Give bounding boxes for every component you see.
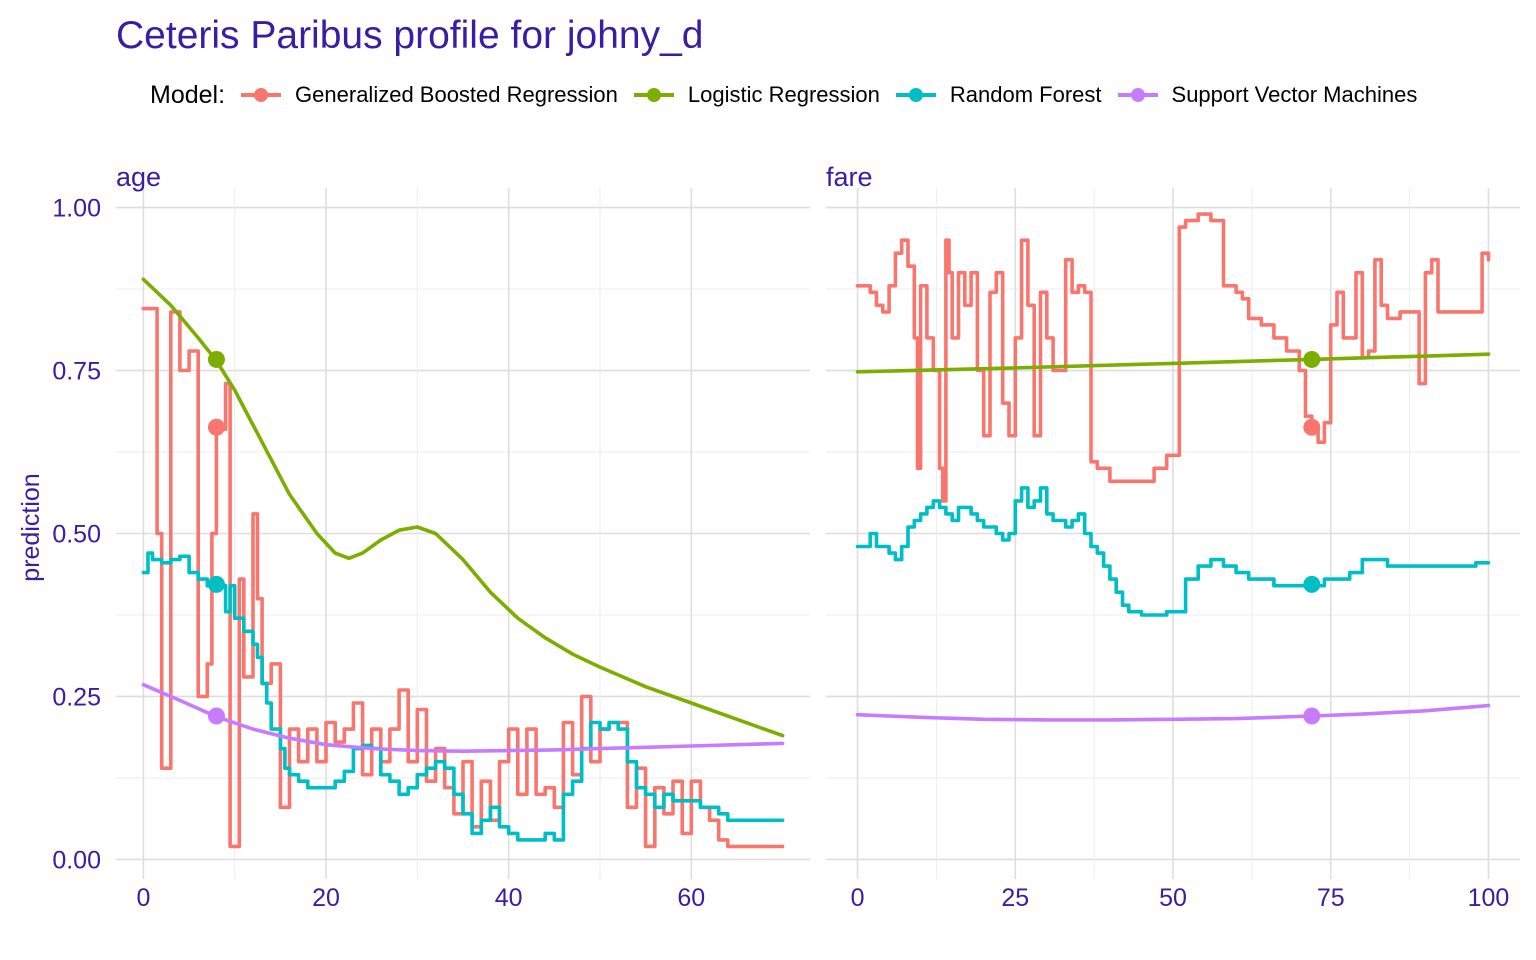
legend-title: Model:	[150, 80, 226, 109]
legend-label-gbm: Generalized Boosted Regression	[295, 82, 618, 107]
panel-title-age: age	[116, 162, 161, 192]
chart-title: Ceteris Paribus profile for johny_d	[116, 14, 704, 57]
y-tick-label: 0.50	[52, 521, 101, 549]
y-tick-label: 0.00	[52, 846, 101, 874]
x-tick-label-fare: 100	[1468, 884, 1510, 912]
series-line-generalized-boosted-regression-fare	[855, 212, 1491, 503]
series-line-random-forest-fare	[855, 486, 1491, 617]
x-tick-label-fare: 75	[1317, 884, 1345, 912]
legend-key-gbm	[241, 88, 282, 102]
x-tick-label-fare: 50	[1159, 884, 1187, 912]
x-tick-label-age: 0	[136, 884, 150, 912]
observation-point-support-vector-machines-fare	[1303, 707, 1321, 725]
x-tick-label-fare: 0	[851, 884, 865, 912]
legend-item-rf: Random Forest	[894, 82, 1102, 108]
y-tick-label: 1.00	[52, 195, 101, 223]
y-axis-label: prediction	[17, 473, 45, 581]
y-tick-label: 0.75	[52, 358, 101, 386]
observation-point-logistic-regression-fare	[1303, 350, 1321, 368]
legend-item-svm: Support Vector Machines	[1116, 82, 1418, 108]
legend-label-svm: Support Vector Machines	[1171, 82, 1418, 107]
legend-key-svm	[1117, 88, 1158, 102]
observation-point-generalized-boosted-regression-age	[207, 418, 225, 436]
series-line-random-forest-age	[141, 551, 785, 842]
x-tick-label-age: 20	[312, 884, 340, 912]
x-tick-label-age: 60	[677, 884, 705, 912]
series-line-logistic-regression-fare	[855, 352, 1491, 374]
x-tick-label-fare: 25	[1001, 884, 1029, 912]
legend-item-gbm: Generalized Boosted Regression	[239, 82, 618, 108]
legend-label-rf: Random Forest	[949, 82, 1102, 107]
observation-point-support-vector-machines-age	[207, 707, 225, 725]
series-line-logistic-regression-age	[141, 277, 785, 738]
x-tick-label-age: 40	[495, 884, 523, 912]
legend-label-lr: Logistic Regression	[687, 82, 880, 107]
series-line-support-vector-machines-fare	[855, 703, 1491, 722]
observation-point-random-forest-age	[207, 575, 225, 593]
series-line-generalized-boosted-regression-age	[141, 306, 785, 849]
legend-key-lr	[633, 88, 674, 102]
observation-point-generalized-boosted-regression-fare	[1303, 418, 1321, 436]
series-line-support-vector-machines-age	[141, 682, 785, 753]
legend-item-lr: Logistic Regression	[632, 82, 880, 108]
y-tick-label: 0.25	[52, 683, 101, 711]
panel-title-fare: fare	[826, 162, 873, 192]
observation-point-logistic-regression-age	[207, 350, 225, 368]
legend: Model: Generalized Boosted Regression Lo…	[150, 79, 1431, 111]
observation-point-random-forest-fare	[1303, 575, 1321, 593]
legend-key-rf	[895, 88, 936, 102]
